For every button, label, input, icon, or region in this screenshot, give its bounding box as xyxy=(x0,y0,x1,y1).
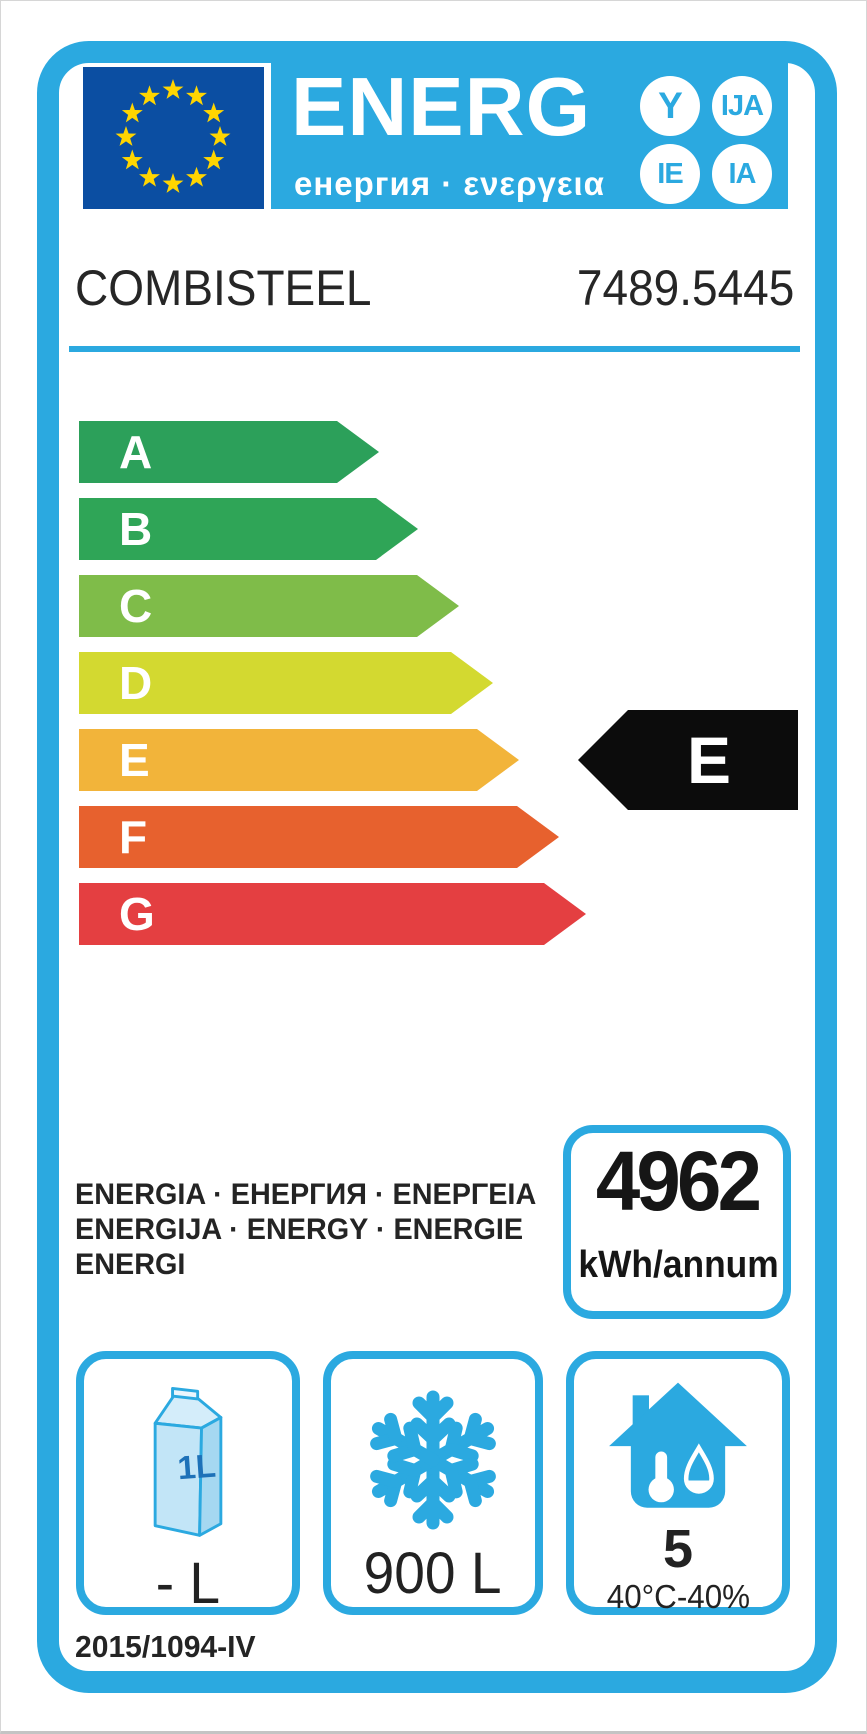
supplier-name: COMBISTEEL xyxy=(75,260,372,316)
house-climate-icon xyxy=(600,1379,756,1520)
model-identifier: 7489.5445 xyxy=(576,260,794,316)
scale-row: A xyxy=(79,421,586,483)
energ-subtitle: енергия · ενεργεια xyxy=(294,165,605,202)
climate-class-value: 5 xyxy=(662,1519,694,1579)
suffix-badge-y: Y xyxy=(640,76,700,136)
frozen-volume-value: 900 L xyxy=(364,1541,502,1606)
efficiency-scale: A B C D E F G xyxy=(79,421,586,960)
scale-arrow: G xyxy=(79,883,586,945)
scale-arrow: F xyxy=(79,806,559,868)
energ-wordmark: ENERG xyxy=(291,60,592,153)
consumption-box: 4962 kWh/annum xyxy=(563,1125,791,1319)
consumption-unit: kWh/annum xyxy=(578,1244,779,1286)
suffix-badge-ija: IJA xyxy=(712,76,772,136)
scale-row: F xyxy=(79,806,586,868)
regulation-reference: 2015/1094-IV xyxy=(75,1629,256,1664)
energy-words-line: ENERGI xyxy=(75,1248,186,1281)
label-border xyxy=(37,41,837,1693)
scale-row: D xyxy=(79,652,586,714)
scale-row: E xyxy=(79,729,586,791)
energy-banner: ENERG енергия · ενεργεια Y IJA IE IA xyxy=(271,60,788,209)
milk-carton-icon: 1L xyxy=(128,1373,248,1550)
scale-arrow: D xyxy=(79,652,493,714)
milk-carton-volume: 1L xyxy=(176,1447,217,1487)
climate-class-box: 5 40°C-40% xyxy=(566,1351,790,1615)
scale-row: B xyxy=(79,498,586,560)
consumption-value: 4962 xyxy=(595,1134,762,1228)
snowflake-icon xyxy=(358,1385,508,1540)
language-suffix-badges: Y IJA IE IA xyxy=(640,76,772,204)
eu-flag-icon xyxy=(83,67,264,209)
scale-row: C xyxy=(79,575,586,637)
energy-words-line: ENERGIJA · ENERGY · ENERGIE xyxy=(75,1213,524,1246)
fresh-compartment-box: 1L - L xyxy=(76,1351,300,1616)
scale-arrow: A xyxy=(79,421,379,483)
energy-words: ENERGIA · ЕНЕРГИЯ · ENEPΓEIA ENERGIJA · … xyxy=(75,1177,555,1282)
climate-condition: 40°C-40% xyxy=(606,1578,750,1615)
divider-line xyxy=(69,346,800,352)
suffix-badge-ie: IE xyxy=(640,144,700,204)
scale-row: G xyxy=(79,883,586,945)
scale-arrow: E xyxy=(79,729,519,791)
suffix-badge-ia: IA xyxy=(712,144,772,204)
scale-arrow: B xyxy=(79,498,418,560)
energy-words-line: ENERGIA · ЕНЕРГИЯ · ENEPΓEIA xyxy=(75,1178,537,1211)
scale-arrow: C xyxy=(79,575,459,637)
rated-class-arrow: E xyxy=(578,710,798,810)
frozen-compartment-box: 900 L xyxy=(323,1351,543,1615)
fresh-volume-value: - L xyxy=(155,1551,221,1616)
